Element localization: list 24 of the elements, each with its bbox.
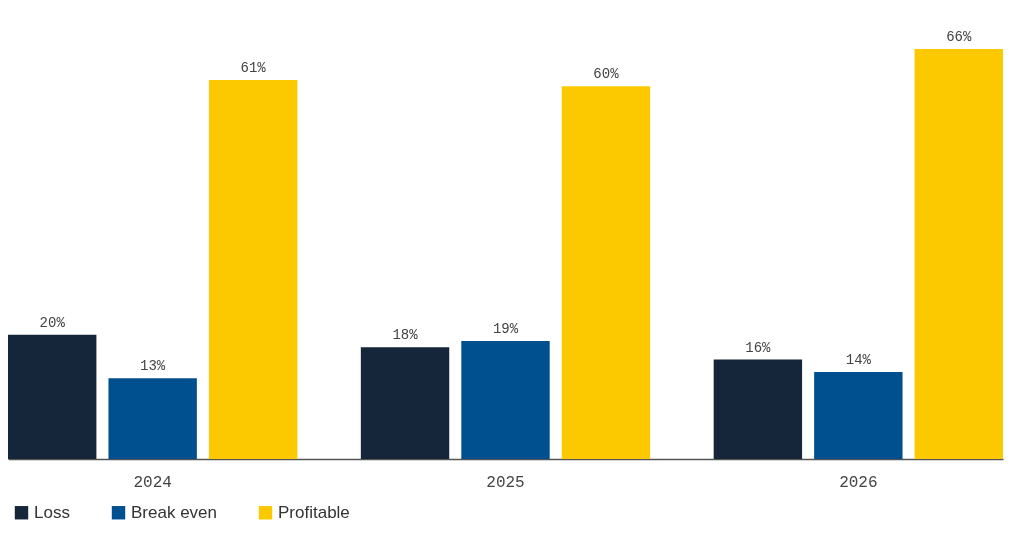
data-label: 20% <box>39 314 66 331</box>
data-label: 19% <box>492 320 519 337</box>
data-label: 14% <box>845 352 872 369</box>
legend-label: Profitable <box>278 502 350 522</box>
x-tick-label: 2024 <box>133 473 172 492</box>
bar <box>914 49 1003 459</box>
data-label: 61% <box>240 60 267 77</box>
data-label: 60% <box>593 66 620 83</box>
bar <box>561 86 651 459</box>
data-label: 13% <box>140 358 166 375</box>
bar <box>108 378 197 459</box>
data-label: 66% <box>946 29 972 45</box>
legend-label: Loss <box>34 502 70 522</box>
bar <box>208 80 298 459</box>
data-label: 18% <box>392 327 419 344</box>
x-tick-label: 2026 <box>839 473 878 492</box>
legend-label: Break even <box>131 502 217 522</box>
bar <box>8 334 97 459</box>
bar <box>461 340 550 459</box>
bar <box>814 372 903 459</box>
bar <box>360 347 450 459</box>
x-tick-label: 2025 <box>486 473 525 492</box>
data-label: 16% <box>745 339 772 356</box>
bar <box>713 359 803 459</box>
